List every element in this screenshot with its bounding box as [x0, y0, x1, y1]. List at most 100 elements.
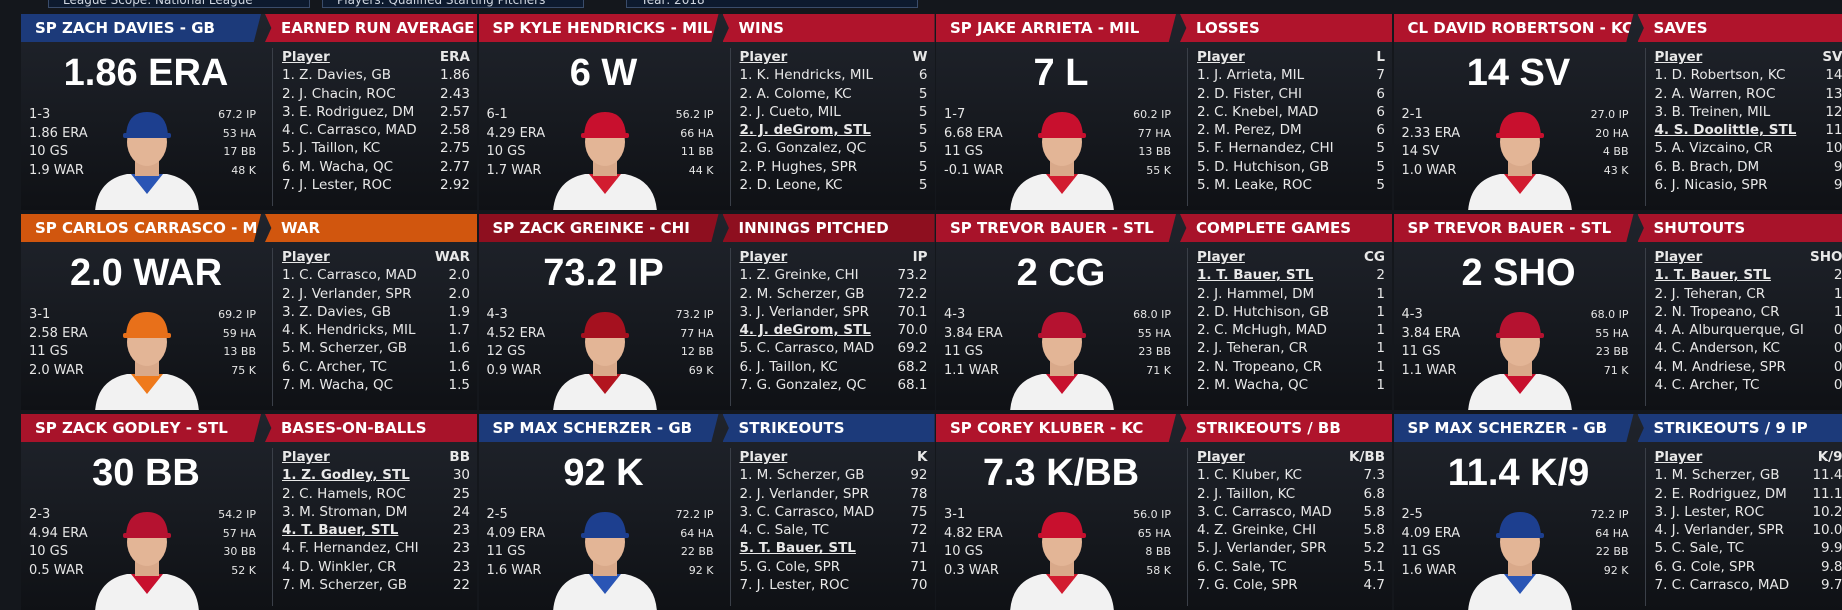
player-name: 2. J. Verlander, SPR — [282, 286, 411, 302]
stat-value: 73.2 — [897, 266, 927, 284]
headline-stat: 6 W — [479, 52, 729, 95]
player-name: 5. J. Verlander, SPR — [1197, 540, 1326, 556]
stat-value: 6.8 — [1364, 485, 1385, 503]
stat-value: 68.2 — [897, 358, 927, 376]
stat-value: 22 — [453, 576, 470, 594]
player-stat: 3-1 — [944, 507, 965, 522]
stat-header: WAR — [265, 214, 477, 242]
cap — [126, 112, 168, 136]
player-stat: 55 HA — [1138, 327, 1171, 340]
player-stat: 66 HA — [680, 127, 713, 140]
stat-value: 9.7 — [1821, 576, 1842, 594]
headline-stat: 11.4 K/9 — [1394, 452, 1644, 495]
stat-value: 2.0 — [449, 285, 470, 303]
stat-value: 5 — [919, 176, 928, 194]
player-stat: 6-1 — [487, 107, 508, 122]
cap-brim — [123, 533, 171, 538]
stat-value: 5 — [1376, 176, 1385, 194]
stat-value: 2.43 — [440, 85, 470, 103]
player-stat: 54.2 IP — [218, 508, 256, 521]
column-header: Player — [740, 49, 788, 65]
stat-value: 1.9 — [449, 303, 470, 321]
player-name: 2. G. Gonzalez, QC — [740, 140, 867, 156]
player-stat: 4.29 ERA — [487, 126, 546, 141]
headline-stat: 14 SV — [1394, 52, 1644, 95]
player-stat: 22 BB — [1596, 545, 1629, 558]
player-portrait — [1460, 108, 1580, 210]
player-name: 6. C. Sale, TC — [1197, 559, 1287, 575]
player-name: 4. Z. Greinke, CHI — [1197, 522, 1316, 538]
player-name: 5. J. Taillon, KC — [282, 140, 380, 156]
player-name: 7. G. Cole, SPR — [1197, 577, 1298, 593]
player-stat: 2.0 WAR — [29, 363, 84, 378]
stat-value: 5 — [919, 121, 928, 139]
separator — [272, 248, 273, 406]
stat-value: 5.1 — [1364, 558, 1385, 576]
player-stat: 2.58 ERA — [29, 326, 88, 341]
player-stat: 75 K — [231, 364, 256, 377]
player-name: 1. D. Robertson, KC — [1655, 67, 1786, 83]
player-name: 2. E. Rodriguez, DM — [1655, 486, 1787, 502]
player-stat: 11 GS — [944, 344, 983, 359]
player-name: 2. N. Tropeano, CR — [1197, 359, 1322, 375]
stat-value: 5.2 — [1364, 539, 1385, 557]
stat-value: 6 — [1376, 103, 1385, 121]
separator — [1187, 48, 1188, 206]
stat-value: 5 — [919, 158, 928, 176]
separator — [730, 248, 731, 406]
stat-value: 0 — [1834, 376, 1842, 394]
player-header: SP MAX SCHERZER - GB — [479, 414, 719, 442]
cap — [1499, 512, 1541, 536]
player-stat: 11 GS — [1402, 344, 1441, 359]
table-header: Player W — [740, 48, 928, 66]
column-header: BB — [449, 448, 470, 466]
cap-brim — [1038, 133, 1086, 138]
column-header: CG — [1364, 248, 1385, 266]
player-name: 1. Z. Greinke, CHI — [740, 267, 859, 283]
stat-value: 23 — [453, 558, 470, 576]
player-name: 7. M. Scherzer, GB — [282, 577, 407, 593]
player-stat: 71 K — [1604, 364, 1629, 377]
player-name: 5. T. Bauer, STL — [740, 540, 856, 556]
player-name: 6. M. Wacha, QC — [282, 159, 393, 175]
player-stat: 2-5 — [1402, 507, 1423, 522]
column-header: W — [913, 48, 928, 66]
player-stat: 57 HA — [223, 527, 256, 540]
table-row: 7. M. Scherzer, GB 22 — [282, 576, 470, 594]
player-name: 4. S. Doolittle, STL — [1655, 122, 1797, 138]
player-header: SP CARLOS CARRASCO - MAD — [21, 214, 261, 242]
player-stat: 92 K — [689, 564, 714, 577]
player-stat: 56.0 IP — [1133, 508, 1171, 521]
player-header: SP ZACH DAVIES - GB — [21, 14, 261, 42]
stat-value: 14 — [1825, 66, 1842, 84]
stat-header: WINS — [723, 14, 935, 42]
player-name: 5. A. Vizcaino, CR — [1655, 140, 1773, 156]
stat-value: 9 — [1834, 158, 1842, 176]
stat-value: 10.2 — [1812, 503, 1842, 521]
player-stat: 55 HA — [1595, 327, 1628, 340]
headline-stat: 1.86 ERA — [21, 52, 271, 95]
